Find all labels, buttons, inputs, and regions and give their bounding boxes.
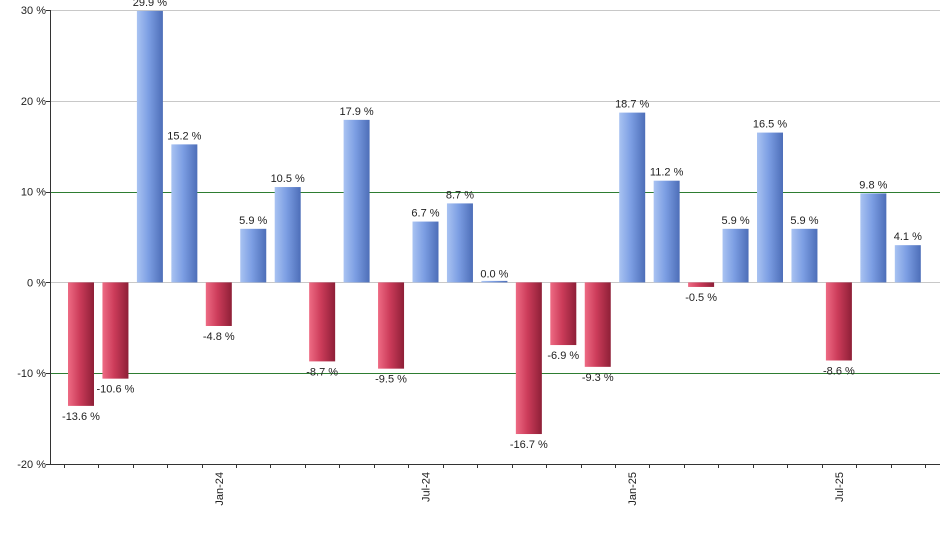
data-label: -8.6 %: [823, 365, 855, 377]
y-tick-label: 10 %: [21, 187, 46, 199]
x-tick-label: Jan-24: [214, 472, 226, 506]
bar: [205, 282, 232, 326]
data-label-layer: -13.6 % -10.6 % 29.9 % 15.2 % -4.8 % 5.9 % 10.…: [62, 0, 922, 451]
data-label: -13.6 %: [62, 411, 100, 423]
data-label: -6.9 %: [547, 350, 579, 362]
bar: [688, 282, 715, 287]
x-tick-label: Jan-25: [627, 472, 639, 506]
bar: [791, 228, 818, 283]
bar: [584, 282, 611, 367]
data-label: -8.7 %: [306, 366, 338, 378]
data-label: -4.8 %: [203, 331, 235, 343]
data-label: 29.9 %: [133, 0, 167, 9]
x-tick-label: Jul-25: [834, 472, 846, 502]
bar: [68, 282, 94, 406]
bar: [446, 203, 473, 283]
data-label: 8.7 %: [446, 189, 474, 201]
reference-lines: [50, 192, 940, 374]
data-label: 5.9 %: [239, 215, 267, 227]
data-label: -9.3 %: [582, 372, 614, 384]
data-label: 10.5 %: [271, 173, 305, 185]
bar: [136, 10, 163, 283]
data-label: 18.7 %: [615, 99, 649, 111]
bar: [240, 228, 267, 283]
data-label: 11.2 %: [650, 167, 684, 179]
bar: [550, 282, 577, 346]
data-label: 5.9 %: [721, 215, 749, 227]
data-label: 5.9 %: [790, 215, 818, 227]
bar: [825, 282, 852, 361]
y-tick-label: -20 %: [17, 459, 46, 471]
bar: [171, 144, 198, 283]
y-tick-label: 20 %: [21, 96, 46, 108]
data-label: -16.7 %: [510, 439, 548, 451]
bar-layer: [68, 10, 921, 435]
data-label: 0.0 %: [480, 268, 508, 280]
bar: [619, 112, 646, 283]
bar: [274, 187, 301, 283]
bar: [102, 282, 129, 379]
bar: [894, 245, 921, 283]
y-tick-label: 0 %: [27, 277, 46, 289]
bar: [860, 193, 887, 283]
bar: [481, 280, 508, 283]
data-label: 15.2 %: [167, 130, 201, 142]
data-label: 16.5 %: [753, 119, 787, 131]
data-label: 9.8 %: [859, 179, 887, 191]
bar: [343, 119, 370, 283]
bar: [757, 132, 783, 283]
bar: [515, 282, 542, 435]
bar: [309, 282, 336, 362]
axis-layer: -20 % -10 % 0 % 10 % 20 % 30 % Jan-24 Jul-24 Jan…: [17, 5, 940, 506]
bar: [412, 221, 439, 283]
data-label: -9.5 %: [375, 374, 407, 386]
data-label: 17.9 %: [339, 106, 373, 118]
y-tick-label: 30 %: [21, 5, 46, 17]
y-tick-label: -10 %: [17, 368, 46, 380]
bar: [653, 180, 680, 283]
bar: [722, 228, 749, 283]
data-label: 4.1 %: [894, 231, 922, 243]
data-label: 6.7 %: [411, 208, 439, 220]
data-label: -10.6 %: [96, 384, 134, 396]
x-tick-label: Jul-24: [421, 472, 433, 502]
bar: [378, 282, 405, 369]
data-label: -0.5 %: [685, 292, 717, 304]
